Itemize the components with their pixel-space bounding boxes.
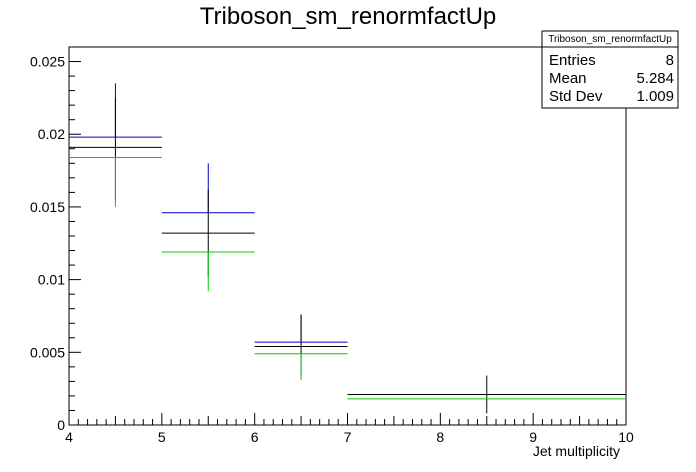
x-axis-title: Jet multiplicity (533, 443, 620, 459)
x-tick-label: 6 (251, 429, 259, 445)
x-tick-label: 5 (158, 429, 166, 445)
plot-area (69, 83, 626, 414)
stats-box-title: Triboson_sm_renormfactUp (548, 34, 672, 45)
y-tick-label: 0.02 (38, 126, 65, 142)
stats-value-entries: 8 (666, 52, 674, 69)
y-tick-label: 0 (57, 417, 65, 433)
series-2 (69, 156, 626, 400)
y-tick-label: 0.015 (30, 199, 65, 215)
stats-box: Triboson_sm_renormfactUp Entries 8 Mean … (541, 30, 679, 109)
chart-title: Triboson_sm_renormfactUp (200, 3, 497, 30)
y-tick-label: 0.005 (30, 344, 65, 360)
x-axis: 4 5 6 7 8 9 10 (65, 413, 634, 445)
stats-value-mean: 5.284 (636, 70, 674, 87)
y-axis: 0 0.005 0.01 0.015 0.02 0.025 (30, 46, 81, 433)
y-tick-label: 0.025 (30, 54, 65, 70)
x-tick-label: 4 (65, 429, 73, 445)
x-tick-label: 10 (618, 429, 634, 445)
x-tick-label: 8 (436, 429, 444, 445)
stats-label-std-dev: Std Dev (549, 88, 603, 105)
y-tick-label: 0.01 (38, 272, 65, 288)
stats-label-entries: Entries (549, 52, 596, 69)
x-tick-label: 9 (529, 429, 537, 445)
x-tick-label: 7 (344, 429, 352, 445)
stats-box-frame (541, 30, 679, 109)
stats-label-mean: Mean (549, 70, 587, 87)
series-1 (69, 97, 626, 414)
stats-value-std-dev: 1.009 (636, 88, 674, 105)
